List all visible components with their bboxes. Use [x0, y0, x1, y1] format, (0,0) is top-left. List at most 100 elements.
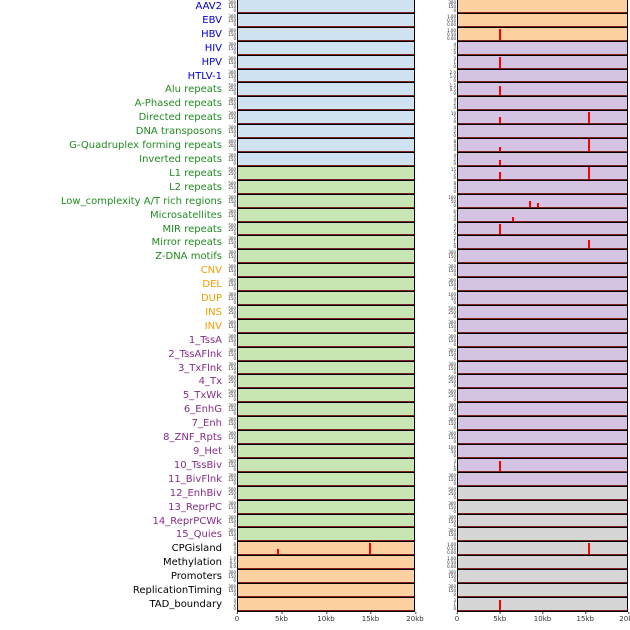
track-row: Directed repeats 300 150 0 10 5 0: [0, 110, 630, 126]
y-tick-label: 300: [228, 125, 236, 131]
y-tick-label: 0: [233, 355, 236, 361]
y-tick-label: 150: [448, 588, 456, 594]
y-tick-label: 150: [228, 421, 236, 427]
signal-baseline: [238, 443, 414, 444]
track-row: 2_TssAFlnk 300 150 0 300 150 0: [0, 346, 630, 362]
y-axis-ticks: 300 150 0: [226, 0, 237, 14]
y-tick-label: 150: [448, 282, 456, 288]
y-tick-label: 0: [453, 494, 456, 500]
y-axis-ticks: 300 150 0: [226, 403, 237, 417]
track-row: 1_TssA 300 150 0 300 150 0: [0, 332, 630, 348]
y-tick-label: 1.0: [229, 556, 236, 562]
signal-baseline: [458, 39, 627, 41]
x-axis-tick-label: 0: [454, 611, 460, 623]
column-gap: [415, 278, 446, 292]
track-panel-right: [457, 485, 628, 501]
y-tick-label: 0: [233, 466, 236, 472]
signal-baseline: [238, 387, 414, 389]
track-row: L1 repeats 500 250 0 15 5 0: [0, 165, 630, 181]
column-gap: [415, 389, 446, 403]
row-label: Inverted repeats: [139, 153, 222, 165]
y-tick-label: 300: [448, 278, 456, 284]
y-tick-label: 300: [228, 27, 236, 33]
column-gap: [415, 70, 446, 84]
y-tick-label: 0: [453, 8, 456, 13]
y-tick-label: 300: [448, 431, 456, 437]
y-tick-label: 300: [228, 472, 236, 478]
signal-spike: [499, 160, 502, 165]
y-tick-label: 300: [228, 13, 236, 19]
y-tick-label: 150: [228, 532, 236, 538]
signal-baseline: [458, 429, 627, 431]
y-tick-label: 0: [233, 550, 236, 556]
track-panel-left: [237, 402, 415, 418]
signal-spike: [511, 216, 514, 221]
y-tick-label: 0: [233, 272, 236, 278]
signal-baseline: [458, 595, 627, 597]
track-panel-right: [457, 249, 628, 265]
y-axis-ticks: 300 150 0: [226, 278, 237, 292]
row-label: 5_TxWk: [182, 390, 222, 402]
row-label: 7_Enh: [191, 418, 222, 430]
y-tick-label: 300: [228, 97, 236, 103]
y-tick-label: 300: [228, 111, 236, 117]
y-tick-label: 300: [228, 403, 236, 409]
column-gap: [415, 292, 446, 306]
track-panel-left: [237, 569, 415, 585]
y-tick-label: 0: [233, 341, 236, 347]
row-label: 12_EnhBiv: [169, 487, 222, 499]
y-tick-label: 300: [228, 347, 236, 353]
y-axis-ticks: 300 150 0: [226, 431, 237, 445]
y-tick-label: 150: [448, 407, 456, 413]
track-panel-left: [237, 346, 415, 362]
y-tick-label: 0: [453, 466, 456, 472]
signal-baseline: [238, 415, 414, 417]
track-panel-left: [237, 555, 415, 571]
y-tick-label: 0.00: [447, 35, 456, 41]
track-row: Microsatellites 300 150 0 6 3 0: [0, 207, 630, 223]
y-axis-ticks: 400 200 0: [226, 139, 237, 153]
y-tick-label: 0: [453, 105, 456, 111]
signal-baseline: [238, 512, 414, 514]
signal-baseline: [458, 234, 627, 236]
signal-baseline: [238, 39, 414, 41]
y-tick-label: 300: [228, 194, 236, 200]
signal-baseline: [458, 164, 627, 166]
track-panel-right: [457, 541, 628, 557]
track-panel-right: [457, 26, 628, 42]
y-tick-label: 300: [228, 514, 236, 520]
y-tick-label: 250: [448, 490, 456, 496]
y-tick-label: 150: [228, 351, 236, 357]
y-tick-label: 300: [448, 417, 456, 423]
y-axis-ticks: 300 150 0: [226, 334, 237, 348]
track-panel-right: [457, 263, 628, 279]
y-tick-label: 150: [228, 504, 236, 510]
y-tick-label: 0: [233, 258, 236, 264]
signal-baseline: [238, 206, 414, 208]
column-gap: [415, 139, 446, 153]
track-panel-right: [457, 346, 628, 362]
signal-baseline: [238, 456, 414, 458]
signal-baseline: [458, 192, 627, 194]
y-tick-label: 4: [233, 546, 236, 552]
track-panel-right: [457, 235, 628, 251]
y-tick-label: 0: [453, 313, 456, 319]
y-tick-label: 0: [233, 397, 236, 403]
column-gap: [415, 264, 446, 278]
y-tick-label: 0: [453, 508, 456, 514]
y-axis-ticks: 300 150 0: [446, 334, 457, 348]
y-axis-ticks: 300 150 0: [226, 584, 237, 598]
row-label: CNV: [200, 265, 222, 277]
y-tick-label: 0: [453, 133, 456, 139]
track-panel-left: [237, 165, 415, 181]
y-tick-label: 0: [453, 202, 456, 208]
y-tick-label: 150: [448, 351, 456, 357]
y-tick-label: 150: [448, 476, 456, 482]
y-tick-label: 150: [448, 435, 456, 441]
y-tick-label: 4: [453, 152, 456, 158]
y-tick-label: 150: [228, 115, 236, 121]
y-tick-label: 300: [228, 333, 236, 339]
y-tick-label: 300: [448, 403, 456, 409]
